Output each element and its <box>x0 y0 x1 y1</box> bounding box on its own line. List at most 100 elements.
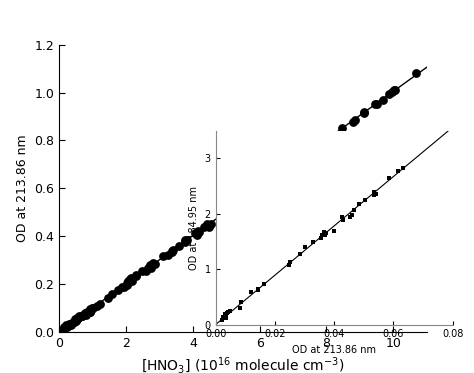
Point <box>97 301 104 307</box>
Point <box>127 275 135 281</box>
Point <box>349 119 357 125</box>
Point <box>86 309 93 315</box>
Y-axis label: OD at 184.95 nm: OD at 184.95 nm <box>189 185 199 270</box>
Point <box>87 306 94 312</box>
Point <box>351 117 358 123</box>
Point <box>73 315 81 321</box>
Point <box>71 319 78 325</box>
Point <box>142 268 149 274</box>
Point <box>220 315 228 321</box>
Point <box>63 324 71 330</box>
Point <box>254 286 262 292</box>
Point <box>194 228 201 234</box>
Point <box>224 310 231 316</box>
Point <box>75 313 83 319</box>
Point <box>87 307 95 313</box>
Point <box>385 175 393 181</box>
Point <box>74 315 82 321</box>
Point <box>285 261 293 267</box>
Point <box>83 309 91 315</box>
Point <box>82 312 90 318</box>
Point <box>236 305 244 311</box>
Point <box>60 324 67 330</box>
X-axis label: [HNO$_3$] (10$^{16}$ molecule cm$^{-3}$): [HNO$_3$] (10$^{16}$ molecule cm$^{-3}$) <box>141 355 345 373</box>
Point <box>183 237 191 243</box>
Point <box>62 324 70 330</box>
Point <box>58 329 65 335</box>
Point <box>222 316 229 322</box>
Point <box>318 232 326 238</box>
Point <box>228 205 236 211</box>
Point <box>348 212 356 218</box>
Point <box>318 140 325 146</box>
Point <box>88 305 96 311</box>
Point <box>224 206 232 212</box>
Point <box>68 320 75 326</box>
Point <box>175 243 182 249</box>
Point <box>379 97 386 103</box>
Point <box>80 312 87 318</box>
Point <box>169 247 177 253</box>
Point <box>327 134 334 140</box>
Point <box>226 308 234 314</box>
Point <box>118 284 126 290</box>
Point <box>390 87 398 93</box>
Point <box>148 262 155 268</box>
Point <box>321 229 328 235</box>
Point <box>125 279 132 285</box>
Point <box>72 318 79 324</box>
Point <box>247 289 255 295</box>
Point <box>58 328 65 334</box>
Point <box>203 222 211 228</box>
Point <box>147 265 155 271</box>
Point <box>86 310 93 316</box>
Point <box>144 265 151 271</box>
Point <box>71 316 79 322</box>
Point <box>104 295 111 301</box>
Point <box>160 253 167 259</box>
Point <box>360 110 368 116</box>
Point <box>133 273 140 279</box>
Point <box>64 323 72 329</box>
Point <box>168 249 175 255</box>
Y-axis label: OD at 213.86 nm: OD at 213.86 nm <box>16 135 29 242</box>
Point <box>371 192 378 198</box>
Point <box>124 280 132 286</box>
Point <box>370 189 377 195</box>
Point <box>93 303 101 309</box>
Point <box>120 285 128 291</box>
Point <box>164 252 172 258</box>
Point <box>115 287 122 293</box>
Point <box>191 231 199 236</box>
Point <box>263 182 270 188</box>
Point <box>388 90 396 95</box>
Point <box>224 207 232 213</box>
Point <box>235 202 243 208</box>
Point <box>205 224 212 230</box>
Point <box>81 311 88 317</box>
Point <box>64 322 72 328</box>
Point <box>138 268 146 274</box>
Point <box>109 291 116 297</box>
Point <box>255 287 262 293</box>
Point <box>385 91 393 97</box>
Point <box>127 276 134 282</box>
Point <box>346 214 354 220</box>
Point <box>81 310 89 316</box>
Point <box>56 328 64 334</box>
Point <box>395 168 402 174</box>
Point <box>68 322 75 327</box>
Point <box>78 313 86 319</box>
Point <box>169 248 176 254</box>
Point <box>360 109 368 115</box>
Point <box>221 311 229 317</box>
Point <box>63 322 70 328</box>
Point <box>82 311 89 317</box>
Point <box>330 228 338 234</box>
Point <box>193 232 201 238</box>
Point <box>78 313 85 319</box>
Point <box>324 134 332 140</box>
Point <box>355 201 363 207</box>
Point <box>260 281 267 287</box>
Point <box>68 320 76 326</box>
